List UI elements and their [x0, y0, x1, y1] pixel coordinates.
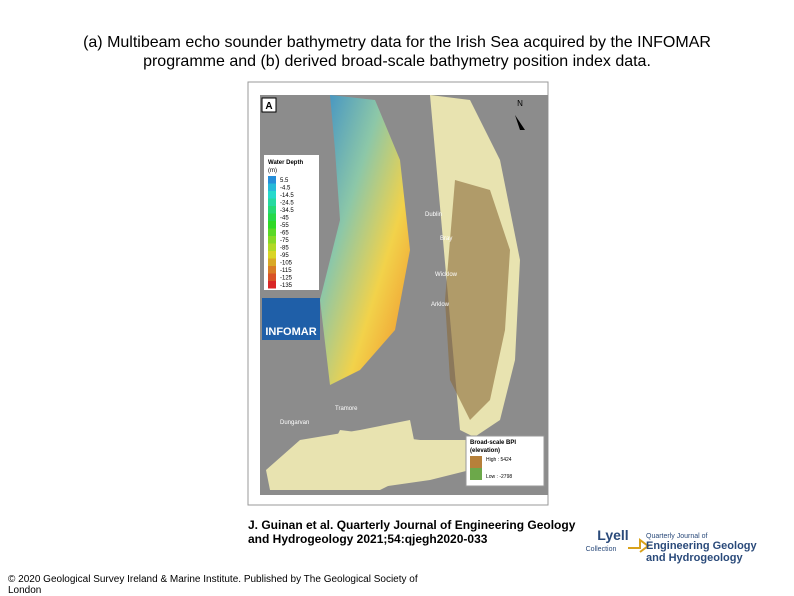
panel-label: A — [265, 101, 272, 112]
infomar-logo: INFOMAR — [265, 326, 316, 338]
depth-swatch — [268, 236, 276, 244]
citation: J. Guinan et al. Quarterly Journal of En… — [248, 518, 576, 532]
depth-legend-entry: -65 — [280, 231, 289, 237]
depth-legend-entry: -75 — [280, 238, 289, 244]
depth-swatch — [268, 243, 276, 251]
depth-swatch — [268, 213, 276, 221]
depth-swatch — [268, 228, 276, 236]
bathymetry — [320, 95, 410, 385]
depth-legend-entry: -34.5 — [280, 208, 294, 214]
journal-logo-main: and Hydrogeology — [646, 552, 743, 564]
depth-swatch — [268, 266, 276, 274]
depth-legend-entry: -45 — [280, 216, 289, 222]
place-label: Wicklow — [435, 272, 458, 278]
depth-swatch — [268, 176, 276, 184]
north-arrow — [515, 115, 525, 130]
depth-legend-entry: -85 — [280, 246, 289, 252]
depth-legend-unit: (m) — [268, 168, 277, 174]
copyright: © 2020 Geological Survey Ireland & Marin… — [8, 574, 418, 585]
depth-legend-entry: -105 — [280, 261, 293, 267]
depth-legend-entries: 5.5 -4.5-14.5 -24.5-34.5 -45-55 -65-75 -85-95… — [268, 176, 294, 289]
depth-swatch — [268, 273, 276, 281]
depth-legend-entry: -135 — [280, 283, 293, 289]
publisher-logo: Lyell — [597, 527, 628, 543]
depth-legend-entry: -24.5 — [280, 201, 294, 207]
depth-swatch — [268, 251, 276, 259]
place-label: Dublin — [425, 212, 442, 218]
place-label: Arklow — [431, 302, 450, 308]
depth-swatch — [268, 183, 276, 191]
bpi-high: High : 5424 — [486, 457, 512, 463]
place-label: Bray — [440, 236, 452, 242]
depth-swatch — [268, 206, 276, 214]
north-label: N — [517, 99, 523, 108]
bpi-low: Low : -2798 — [486, 474, 512, 480]
south-coast — [266, 420, 420, 490]
logo-arrow — [628, 538, 650, 553]
publisher-logo-sub: Collection — [586, 546, 617, 553]
depth-swatch — [268, 198, 276, 206]
title: (a) Multibeam echo sounder bathymetry da… — [83, 34, 711, 51]
bpi-features — [445, 180, 510, 420]
journal-logo-top: Quarterly Journal of — [646, 533, 708, 540]
depth-legend-entry: -115 — [280, 268, 292, 274]
depth-legend-entry: -125 — [280, 276, 293, 282]
depth-legend-entry: -14.5 — [280, 193, 294, 199]
bpi-ramp — [470, 468, 482, 480]
infomar-logo-bg — [262, 298, 320, 340]
journal-logo-main: Engineering Geology — [646, 540, 758, 552]
depth-legend-entry: -95 — [280, 253, 289, 259]
bpi-legend-subtitle: (elevation) — [470, 448, 500, 454]
depth-legend-entry: -4.5 — [280, 186, 291, 192]
place-label: Dungarvan — [280, 420, 309, 426]
bpi-legend-title: Broad-scale BPI — [470, 440, 516, 446]
depth-swatch — [268, 221, 276, 229]
depth-legend-entry: -55 — [280, 223, 289, 229]
depth-legend-title: Water Depth — [268, 160, 303, 166]
citation: and Hydrogeology 2021;54:qjegh2020-033 — [248, 532, 488, 546]
depth-swatch — [268, 281, 276, 289]
depth-swatch — [268, 191, 276, 199]
title: programme and (b) derived broad-scale ba… — [143, 53, 651, 70]
place-label: Tramore — [335, 406, 358, 412]
depth-swatch — [268, 258, 276, 266]
copyright: London — [8, 585, 42, 596]
panel-label-box — [261, 97, 277, 113]
depth-legend-entry: 5.5 — [280, 178, 289, 184]
